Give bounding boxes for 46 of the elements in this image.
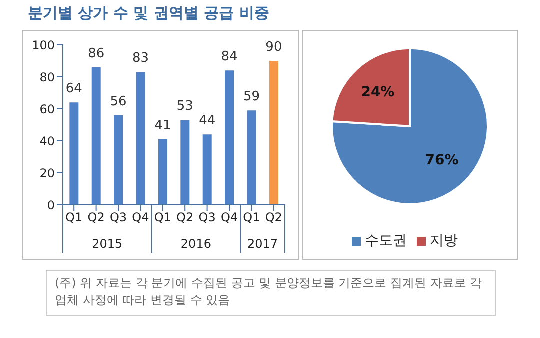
chart-title: 분기별 상가 수 및 권역별 공급 비중: [28, 4, 270, 23]
x-tick-label: Q4: [220, 210, 238, 225]
bar: [202, 134, 212, 205]
data-label: 41: [154, 118, 172, 134]
data-label: 24%: [361, 84, 395, 100]
y-tick-label: 20: [40, 166, 55, 180]
data-label: 44: [199, 114, 216, 129]
x-tick-label: Q1: [66, 210, 83, 225]
text: 2016: [180, 237, 212, 251]
data-label: 56: [110, 94, 127, 110]
data-label: 59: [243, 90, 260, 105]
bar: [269, 61, 278, 205]
data-label: 83: [132, 51, 150, 66]
y-tick-label: 80: [40, 70, 55, 84]
x-tick-label: Q2: [265, 210, 282, 225]
text: (주) 위 자료는 각 분기에 수집된 공고 및 분양정보를 기준으로 집계된 자료로 각 업체 사정에 따라 변경될 수 있음: [55, 275, 484, 309]
data-label: 84: [221, 50, 238, 65]
y-tick-label: 40: [40, 134, 55, 148]
y-tick-label: 60: [40, 102, 55, 116]
bar: [92, 67, 101, 205]
bar: [247, 110, 256, 205]
x-tick-label: Q2: [88, 210, 105, 225]
x-tick-label: Q4: [132, 210, 150, 225]
bar: [180, 120, 190, 205]
y-tick-label: 100: [32, 38, 55, 52]
x-tick-label: Q1: [154, 210, 172, 225]
data-label: 90: [266, 40, 282, 55]
bar: [158, 139, 168, 205]
bar: [70, 102, 79, 205]
text: 2017: [246, 237, 280, 251]
legend-label: 수도권: [365, 233, 407, 249]
x-tick-label: Q2: [176, 210, 194, 225]
pie-slice: [331, 47, 489, 206]
y-tick-label: 0: [47, 198, 55, 212]
data-label: 53: [176, 99, 194, 114]
data-label: 76%: [425, 152, 459, 169]
bar: [225, 70, 234, 205]
x-tick-label: Q3: [198, 210, 216, 225]
x-tick-label: Q3: [110, 210, 128, 225]
x-tick-label: Q1: [243, 210, 260, 225]
legend-label: 지방: [430, 233, 458, 249]
bar: [136, 72, 146, 205]
bar: [114, 115, 124, 205]
data-label: 86: [88, 46, 105, 62]
data-label: 64: [66, 82, 82, 97]
text: 2015: [91, 237, 124, 251]
